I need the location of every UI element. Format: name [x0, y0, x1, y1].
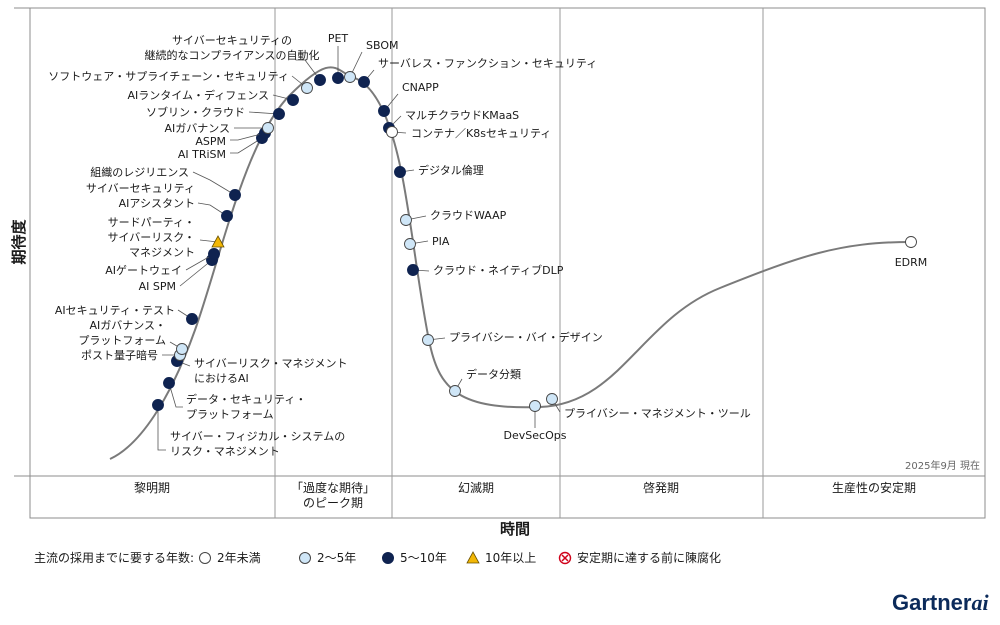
legend: 主流の採用までに要する年数: 2年未満 2～5年 5～10年 10年以上 安定期に達する前…	[34, 550, 721, 565]
legend-symbol	[299, 552, 311, 564]
as-of-date: 2025年9月 現在	[905, 459, 980, 472]
technology-marker	[211, 235, 225, 248]
technology-marker	[186, 313, 198, 325]
technology-marker	[229, 189, 241, 201]
technology-label: サイバー・フィジカル・システムのリスク・マネジメント	[170, 430, 345, 458]
technology-label: AIセキュリティ・テスト	[55, 304, 175, 317]
technology-label: CNAPP	[402, 81, 439, 94]
technology-marker	[301, 82, 313, 94]
phase-label: 黎明期	[134, 481, 170, 495]
legend-label: 5～10年	[400, 551, 447, 565]
x-axis-title: 時間	[500, 520, 530, 538]
legend-symbol-x	[561, 554, 569, 562]
legend-label: 安定期に達する前に陳腐化	[577, 550, 721, 565]
technology-label: AIゲートウェイ	[105, 264, 182, 277]
leader-line	[230, 137, 263, 154]
technology-marker	[314, 74, 326, 86]
technology-marker	[208, 248, 220, 260]
technology-marker	[273, 108, 285, 120]
phase-label: 生産性の安定期	[832, 480, 916, 495]
technology-marker	[394, 166, 406, 178]
technology-marker	[221, 210, 233, 222]
phase-band	[29, 475, 986, 519]
phase-label: 「過度な期待」のピーク期	[291, 480, 375, 510]
technology-marker	[344, 71, 356, 83]
technology-label: ASPM	[195, 135, 226, 148]
phase-label: 啓発期	[643, 480, 679, 495]
legend-symbol	[199, 552, 211, 564]
technology-label: AI SPM	[139, 280, 176, 293]
legend-label: 10年以上	[485, 551, 536, 565]
technology-label: AI TRiSM	[178, 148, 226, 161]
leader-line	[192, 171, 236, 196]
technology-label: クラウドWAAP	[430, 209, 507, 222]
technology-marker	[386, 126, 398, 138]
technology-label: サードパーティ・サイバーリスク・マネジメント	[107, 216, 195, 259]
technology-label: プライバシー・マネジメント・ツール	[564, 407, 751, 420]
technology-marker	[163, 377, 175, 389]
technology-label: サイバーセキュリティ AIアシスタント	[86, 182, 195, 210]
technology-label: AIガバナンス・プラットフォーム	[78, 319, 166, 347]
technology-label: ソフトウェア・サプライチェーン・セキュリティ	[48, 70, 289, 83]
phase-label: 幻滅期	[458, 481, 494, 495]
technology-marker	[404, 238, 416, 250]
technology-label: サイバーリスク・マネジメントにおけるAI	[194, 357, 348, 385]
technology-marker	[152, 399, 164, 411]
technology-label: クラウド・ネイティブDLP	[433, 263, 564, 277]
technology-label: コンテナ／K8sセキュリティ	[411, 127, 551, 140]
legend-label: 2～5年	[317, 551, 356, 565]
y-axis-title: 期待度	[10, 219, 28, 265]
technology-label: AIガバナンス	[164, 122, 230, 135]
leader-line	[179, 259, 213, 287]
technology-marker	[449, 385, 461, 397]
technology-marker	[529, 400, 541, 412]
legend-title: 主流の採用までに要する年数:	[34, 550, 194, 565]
leader-line	[230, 132, 266, 141]
technology-marker	[546, 393, 558, 405]
technology-label: ソブリン・クラウド	[146, 105, 245, 119]
technology-marker	[422, 334, 434, 346]
technology-label: DevSecOps	[504, 429, 567, 442]
technology-label: データ・セキュリティ・プラットフォーム	[186, 392, 306, 421]
technology-markers	[152, 46, 917, 451]
technology-label: SBOM	[366, 39, 398, 52]
technology-label: PIA	[432, 235, 450, 248]
technology-label: マルチクラウドKMaaS	[405, 109, 519, 122]
leader-line	[168, 382, 183, 408]
technology-label: サイバーセキュリティの継続的なコンプライアンスの自動化	[144, 34, 319, 62]
leader-line	[296, 59, 321, 81]
technology-label: サーバレス・ファンクション・セキュリティ	[378, 57, 597, 70]
leader-line	[157, 405, 166, 451]
technology-label: ポスト量子暗号	[81, 348, 158, 362]
legend-symbol	[466, 551, 480, 564]
legend-symbol	[382, 552, 394, 564]
technology-marker	[400, 214, 412, 226]
technology-labels: サイバー・フィジカル・システムのリスク・マネジメント データ・セキュリティ・プラッ…	[48, 32, 927, 458]
technology-marker	[905, 236, 917, 248]
technology-label: PET	[328, 32, 349, 45]
technology-label: 組織のレジリエンス	[90, 166, 189, 179]
technology-marker	[176, 343, 188, 355]
technology-label: EDRM	[895, 256, 928, 269]
leader-line	[197, 202, 228, 217]
technology-marker	[262, 122, 274, 134]
technology-marker	[407, 264, 419, 276]
technology-marker	[358, 76, 370, 88]
technology-marker	[378, 105, 390, 117]
legend-label: 2年未満	[217, 551, 261, 565]
technology-marker	[332, 72, 344, 84]
technology-marker	[287, 94, 299, 106]
technology-label: AIランタイム・ディフェンス	[127, 88, 269, 102]
technology-label: データ分類	[466, 367, 521, 381]
technology-label: プライバシー・バイ・デザイン	[449, 330, 603, 344]
technology-label: デジタル倫理	[418, 163, 484, 177]
gartner-logo: Gartnerai	[892, 590, 989, 615]
